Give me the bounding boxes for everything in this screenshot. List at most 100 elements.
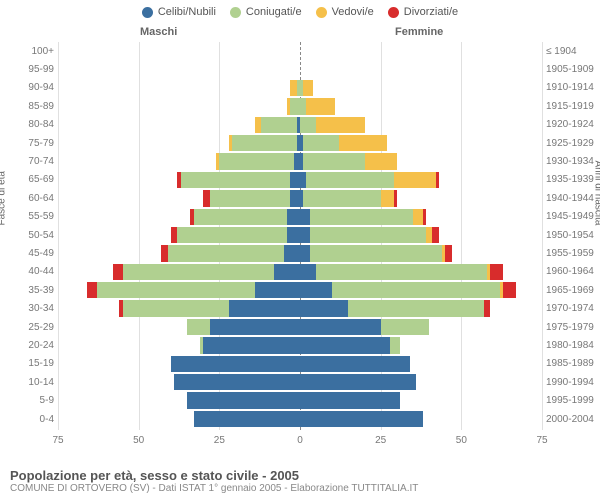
birth-label: 1935-1939	[546, 174, 598, 185]
bar-segment	[174, 374, 300, 390]
bar-segment	[503, 282, 516, 298]
bar-male	[216, 153, 300, 169]
bar-female	[300, 356, 410, 372]
age-row: 65-691935-1939	[58, 171, 542, 189]
bar-segment	[194, 411, 300, 427]
bar-segment	[436, 172, 439, 188]
bar-segment	[300, 282, 332, 298]
bar-segment	[413, 209, 423, 225]
bar-segment	[306, 98, 335, 114]
bar-segment	[168, 245, 284, 261]
bar-segment	[123, 300, 229, 316]
legend-label: Coniugati/e	[246, 6, 302, 18]
chart-area: 7550250255075100+≤ 190495-991905-190990-…	[58, 42, 542, 430]
age-row: 70-741930-1934	[58, 152, 542, 170]
bar-segment	[290, 172, 300, 188]
bar-segment	[194, 209, 288, 225]
age-row: 100+≤ 1904	[58, 42, 542, 60]
age-label: 55-59	[6, 211, 54, 222]
birth-label: 1905-1909	[546, 64, 598, 75]
age-row: 30-341970-1974	[58, 299, 542, 317]
birth-label: 2000-2004	[546, 414, 598, 425]
bar-segment	[303, 135, 338, 151]
bar-female	[300, 227, 439, 243]
bar-segment	[306, 172, 393, 188]
birth-label: 1910-1914	[546, 82, 598, 93]
bar-female	[300, 300, 490, 316]
bar-segment	[300, 319, 381, 335]
bar-segment	[316, 117, 364, 133]
x-tick: 25	[375, 435, 386, 446]
bar-segment	[303, 80, 313, 96]
bar-segment	[394, 190, 397, 206]
age-row: 60-641940-1944	[58, 189, 542, 207]
birth-label: 1980-1984	[546, 340, 598, 351]
legend-label: Celibi/Nubili	[158, 6, 216, 18]
bar-segment	[316, 264, 487, 280]
bar-female	[300, 337, 400, 353]
legend-swatch	[316, 7, 327, 18]
bar-segment	[310, 227, 426, 243]
bar-male	[229, 135, 300, 151]
bar-female	[300, 190, 397, 206]
bar-female	[300, 374, 416, 390]
bar-segment	[484, 300, 490, 316]
age-label: 25-29	[6, 322, 54, 333]
bar-segment	[97, 282, 255, 298]
bar-female	[300, 319, 429, 335]
bar-segment	[232, 135, 297, 151]
birth-label: 1950-1954	[546, 230, 598, 241]
bar-segment	[113, 264, 123, 280]
footer: Popolazione per età, sesso e stato civil…	[10, 468, 418, 494]
bar-segment	[339, 135, 387, 151]
age-row: 0-42000-2004	[58, 410, 542, 428]
age-label: 95-99	[6, 64, 54, 75]
bar-segment	[300, 264, 316, 280]
legend-item: Celibi/Nubili	[142, 6, 216, 18]
x-tick: 75	[536, 435, 547, 446]
bar-segment	[300, 356, 410, 372]
bar-segment	[300, 245, 310, 261]
age-label: 0-4	[6, 414, 54, 425]
age-row: 55-591945-1949	[58, 208, 542, 226]
age-label: 65-69	[6, 174, 54, 185]
bar-segment	[181, 172, 291, 188]
birth-label: 1955-1959	[546, 248, 598, 259]
bar-male	[113, 264, 300, 280]
age-label: 90-94	[6, 82, 54, 93]
label-male: Maschi	[140, 26, 177, 38]
birth-label: 1920-1924	[546, 119, 598, 130]
age-row: 35-391965-1969	[58, 281, 542, 299]
bar-segment	[229, 300, 300, 316]
bar-male	[119, 300, 300, 316]
age-label: 35-39	[6, 285, 54, 296]
age-label: 75-79	[6, 138, 54, 149]
bar-segment	[219, 153, 293, 169]
birth-label: ≤ 1904	[546, 46, 598, 57]
bar-female	[300, 411, 423, 427]
grid-line	[542, 42, 543, 430]
bar-male	[203, 190, 300, 206]
bar-segment	[203, 337, 300, 353]
birth-label: 1915-1919	[546, 101, 598, 112]
bar-segment	[332, 282, 500, 298]
bar-segment	[310, 245, 442, 261]
age-row: 15-191985-1989	[58, 355, 542, 373]
bar-female	[300, 117, 365, 133]
birth-label: 1930-1934	[546, 156, 598, 167]
legend-item: Divorziati/e	[388, 6, 458, 18]
bar-segment	[284, 245, 300, 261]
bar-segment	[365, 153, 397, 169]
age-label: 60-64	[6, 193, 54, 204]
bar-segment	[123, 264, 275, 280]
legend-swatch	[388, 7, 399, 18]
bar-male	[200, 337, 300, 353]
bar-male	[290, 80, 300, 96]
age-row: 20-241980-1984	[58, 336, 542, 354]
age-label: 30-34	[6, 303, 54, 314]
bar-female	[300, 282, 516, 298]
bar-segment	[381, 319, 429, 335]
age-row: 40-441960-1964	[58, 263, 542, 281]
age-label: 80-84	[6, 119, 54, 130]
footer-subtitle: COMUNE DI ORTOVERO (SV) - Dati ISTAT 1° …	[10, 483, 418, 494]
